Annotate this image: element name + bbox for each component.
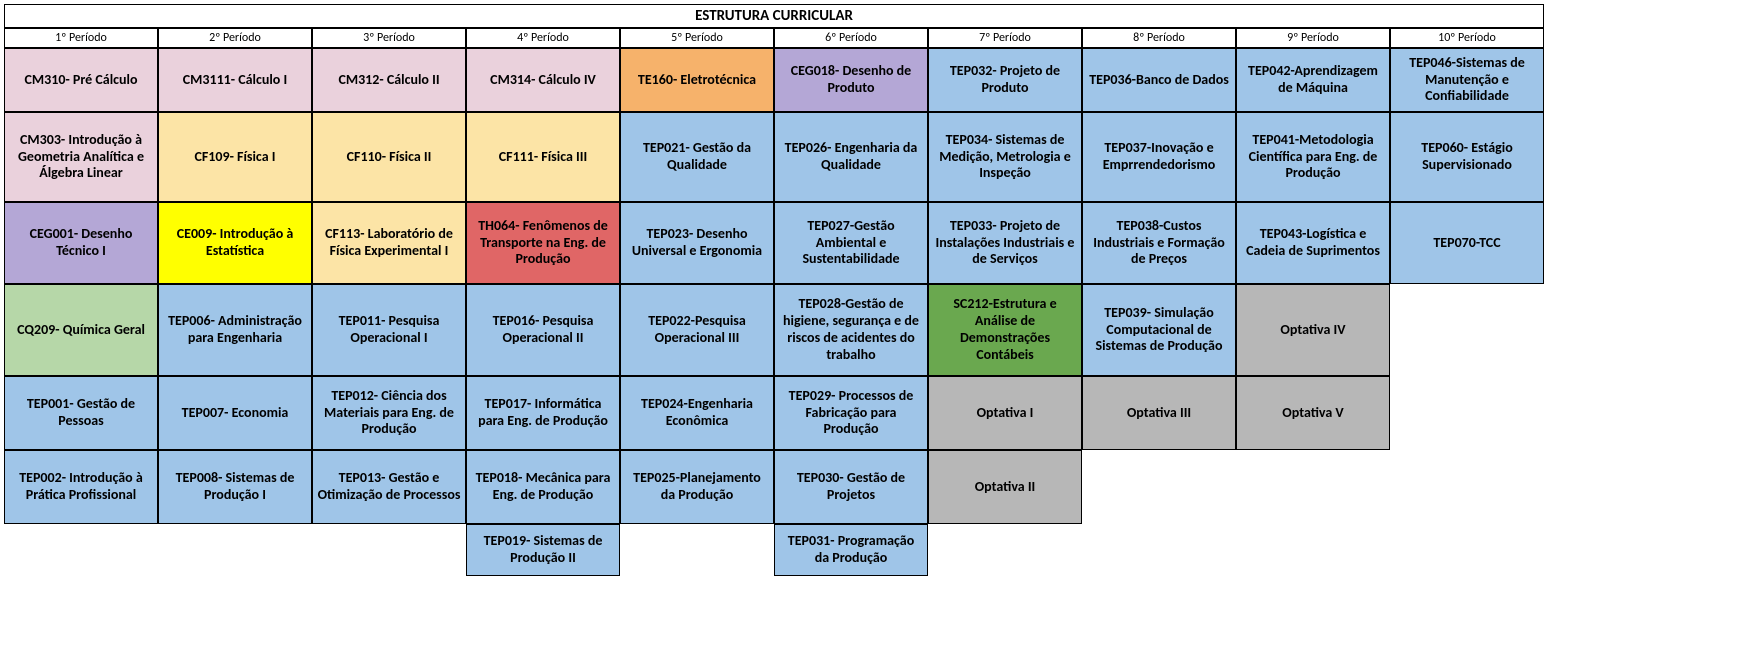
course-cell: TEP018- Mecânica para Eng. de Produção [466,450,620,524]
course-cell: TEP019- Sistemas de Produção II [466,524,620,576]
course-cell: TEP042-Aprendizagem de Máquina [1236,48,1390,112]
period-header: 7º Período [928,28,1082,48]
course-cell: TEP033- Projeto de Instalações Industria… [928,202,1082,284]
course-cell: TEP070-TCC [1390,202,1544,284]
course-cell: CM3111- Cálculo I [158,48,312,112]
period-header: 4º Período [466,28,620,48]
course-cell: CEG001- Desenho Técnico I [4,202,158,284]
course-cell: TEP026- Engenharia da Qualidade [774,112,928,202]
course-cell: TEP032- Projeto de Produto [928,48,1082,112]
course-cell: TEP060- Estágio Supervisionado [1390,112,1544,202]
course-cell: Optativa II [928,450,1082,524]
course-cell: TEP001- Gestão de Pessoas [4,376,158,450]
course-cell: Optativa IV [1236,284,1390,376]
course-cell: TEP037-Inovação e Emprrendedorismo [1082,112,1236,202]
course-cell: SC212-Estrutura e Análise de Demonstraçõ… [928,284,1082,376]
period-header: 1º Período [4,28,158,48]
course-cell: CEG018- Desenho de Produto [774,48,928,112]
course-cell: Optativa III [1082,376,1236,450]
course-cell: TEP016- Pesquisa Operacional II [466,284,620,376]
course-cell: TEP021- Gestão da Qualidade [620,112,774,202]
period-header: 10º Período [1390,28,1544,48]
course-cell: TE160- Eletrotécnica [620,48,774,112]
course-cell: TEP028-Gestão de higiene, segurança e de… [774,284,928,376]
period-header: 3º Período [312,28,466,48]
course-cell: TEP046-Sistemas de Manutenção e Confiabi… [1390,48,1544,112]
course-cell: CF111- Física III [466,112,620,202]
course-cell: TEP013- Gestão e Otimização de Processos [312,450,466,524]
course-cell: CQ209- Química Geral [4,284,158,376]
course-cell: TEP008- Sistemas de Produção I [158,450,312,524]
grid-title: ESTRUTURA CURRICULAR [4,4,1544,28]
period-header: 5º Período [620,28,774,48]
course-cell: CM310- Pré Cálculo [4,48,158,112]
course-cell: TEP027-Gestão Ambiental e Sustentabilida… [774,202,928,284]
course-cell: TEP017- Informática para Eng. de Produçã… [466,376,620,450]
course-cell: TEP023- Desenho Universal e Ergonomia [620,202,774,284]
period-header: 9º Período [1236,28,1390,48]
course-cell: TEP036-Banco de Dados [1082,48,1236,112]
course-cell: CF110- Física II [312,112,466,202]
course-cell: Optativa V [1236,376,1390,450]
course-cell: CF113- Laboratório de Física Experimenta… [312,202,466,284]
curriculum-grid: ESTRUTURA CURRICULAR 1º Período2º Períod… [4,4,1749,576]
course-cell: TEP030- Gestão de Projetos [774,450,928,524]
course-cell: TEP024-Engenharia Econômica [620,376,774,450]
course-cell: TEP007- Economia [158,376,312,450]
course-cell: CE009- Introdução à Estatística [158,202,312,284]
course-cell: CF109- Física I [158,112,312,202]
course-cell: TEP039- Simulação Computacional de Siste… [1082,284,1236,376]
course-cell: CM314- Cálculo IV [466,48,620,112]
course-cell: CM303- Introdução à Geometria Analítica … [4,112,158,202]
course-cell: TEP034- Sistemas de Medição, Metrologia … [928,112,1082,202]
course-cell: TH064- Fenômenos de Transporte na Eng. d… [466,202,620,284]
course-cell: TEP041-Metodologia Científica para Eng. … [1236,112,1390,202]
period-header: 2º Período [158,28,312,48]
course-cell: TEP025-Planejamento da Produção [620,450,774,524]
course-cell: TEP012- Ciência dos Materiais para Eng. … [312,376,466,450]
course-cell: TEP011- Pesquisa Operacional I [312,284,466,376]
course-cell: TEP043-Logística e Cadeia de Suprimentos [1236,202,1390,284]
course-cell: TEP002- Introdução à Prática Profissiona… [4,450,158,524]
course-cell: TEP029- Processos de Fabricação para Pro… [774,376,928,450]
course-cell: TEP031- Programação da Produção [774,524,928,576]
course-cell: TEP022-Pesquisa Operacional III [620,284,774,376]
period-header: 6º Período [774,28,928,48]
course-cell: Optativa I [928,376,1082,450]
course-cell: TEP006- Administração para Engenharia [158,284,312,376]
course-cell: CM312- Cálculo II [312,48,466,112]
course-cell: TEP038-Custos Industriais e Formação de … [1082,202,1236,284]
period-header: 8º Período [1082,28,1236,48]
